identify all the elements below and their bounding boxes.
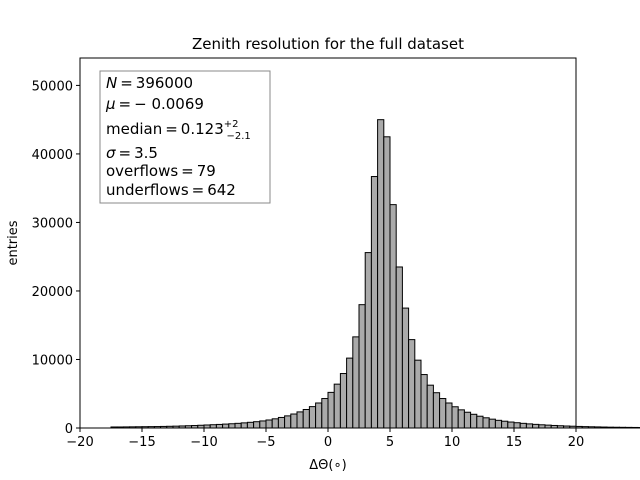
histogram-bar [246,421,255,429]
y-tick-label: 30000 [32,216,73,231]
stats-line-underflows: underflows = 642 [106,181,236,199]
histogram-bar [228,423,236,429]
histogram-bar [600,426,608,429]
stats-box-frame [99,70,271,204]
x-axis-label: ΔΘ(∘) [309,458,346,473]
histogram-bar [401,307,410,429]
histogram-bar [277,416,286,429]
histogram-bar [432,392,441,429]
histogram-bar [302,409,310,429]
histogram-bar [501,420,509,429]
histogram-bar [625,426,633,429]
x-tick-label: 5 [386,435,394,450]
histogram-bar [370,176,379,429]
histogram-bar [321,398,329,429]
histogram-bar [488,418,496,429]
histogram-bar [215,423,224,429]
x-axis-ticks: −20 −15 −10 −5 0 5 10 15 20 [66,428,584,450]
histogram-bar [383,136,391,429]
histogram-bar [426,384,434,429]
histogram-bar [296,411,304,429]
y-axis-label: entries [6,220,21,265]
histogram-bar [507,421,515,429]
x-tick-label: 0 [324,435,332,450]
x-tick-label: 10 [444,435,461,450]
y-tick-label: 10000 [32,353,73,368]
histogram-bar [463,411,472,429]
histogram-bar [457,409,465,429]
histogram-bar [290,413,298,429]
y-tick-label: 0 [65,422,73,437]
histogram-bars [110,119,640,429]
histogram-bar [482,417,490,429]
x-tick-label: −20 [66,435,93,450]
histogram-bar [408,339,416,429]
stats-line-overflows: overflows = 79 [106,162,216,180]
chart-title: Zenith resolution for the full dataset [192,35,464,53]
histogram-bar [420,374,428,429]
histogram-bar [346,357,354,429]
histogram-bar [494,419,503,429]
histogram-bar [594,426,602,429]
histogram-bar [445,402,453,429]
x-tick-label: −10 [190,435,217,450]
histogram-bar [631,426,639,429]
histogram-bar [513,422,521,429]
stats-line-median: median = 0.123+2 −2.1 [106,119,251,142]
histogram-bar [414,359,422,429]
x-tick-label: −15 [128,435,155,450]
stats-line-: μ = − 0.0069 [105,95,204,113]
histogram-bar [259,420,267,429]
histogram-bar [519,422,527,429]
histogram-bar [364,252,372,429]
histogram-bar [339,373,348,429]
histogram-bar [389,204,397,429]
histogram-bar [395,266,403,429]
histogram-bar [271,418,279,429]
y-tick-label: 50000 [32,79,73,94]
histogram-bar [234,422,242,429]
histogram-bar [451,406,459,429]
histogram-bar [284,415,292,429]
histogram-bar [575,425,583,429]
histogram-bar [439,398,447,429]
stats-line-N: N = 396000 [106,74,193,92]
histogram-bar [587,426,596,429]
histogram-bar [476,415,484,429]
stats-box: N = 396000 μ = − 0.0069 median = 0.123+2 −2… [99,70,271,204]
histogram-bar [358,304,366,429]
histogram-bar [333,383,341,429]
histogram-bar [240,422,248,429]
histogram-bar [532,423,540,429]
histogram-bar [265,419,273,429]
histogram-bar [352,336,360,429]
histogram-bar [253,421,261,429]
histogram-bar [581,426,589,429]
histogram-bar [470,413,478,429]
y-tick-label: 20000 [32,285,73,300]
histogram-bar [606,426,614,429]
histogram-bar [377,119,385,429]
histogram-bar [618,426,627,429]
x-tick-label: 15 [506,435,523,450]
histogram-bar [222,423,230,429]
histogram-bar [308,406,317,429]
stats-line-: σ = 3.5 [106,144,158,162]
histogram-bar [327,391,335,429]
histogram-bar [315,402,323,429]
x-tick-label: 20 [568,435,585,450]
histogram-bar [612,426,620,429]
y-tick-label: 40000 [32,148,73,163]
y-axis-ticks: 0 10000 20000 30000 40000 50000 [32,79,80,437]
histogram-bar [525,423,534,429]
x-tick-label: −5 [256,435,275,450]
